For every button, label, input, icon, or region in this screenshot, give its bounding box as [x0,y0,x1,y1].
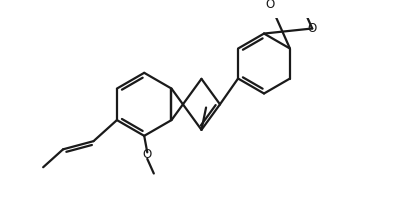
Text: O: O [143,148,152,161]
Text: O: O [308,22,317,35]
Text: O: O [266,0,275,11]
